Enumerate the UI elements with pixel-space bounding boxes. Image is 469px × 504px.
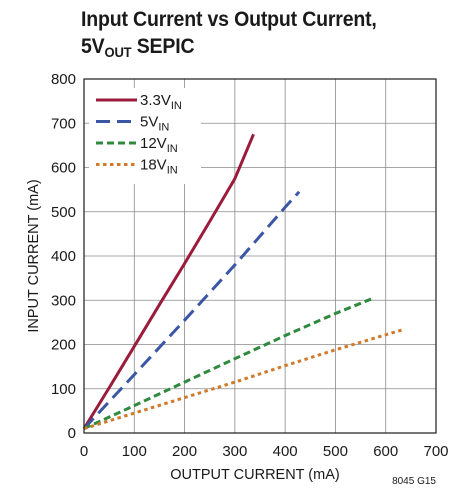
x-tick-label: 100 (122, 443, 147, 460)
title-5v: 5V (81, 35, 105, 58)
series-lines (82, 133, 403, 431)
legend-label: 3.3VIN (140, 92, 182, 112)
y-tick-label: 400 (51, 248, 76, 265)
series-line (83, 296, 376, 430)
x-tick-label: 200 (172, 443, 197, 460)
plot-frame (83, 78, 437, 434)
y-tick-label: 200 (51, 337, 76, 354)
y-tick-label: 700 (51, 115, 76, 132)
title-out-subscript: OUT (104, 44, 132, 60)
figure-code: 8045 G15 (392, 476, 436, 487)
x-tick-labels: 0 100 200 300 400 500 600 700 (80, 443, 449, 460)
x-axis-label: OUTPUT CURRENT (mA) (170, 467, 339, 483)
legend-label: 18VIN (140, 157, 178, 177)
y-tick-label: 300 (51, 292, 76, 309)
y-tick-label: 500 (51, 204, 76, 221)
y-axis-label: INPUT CURRENT (mA) (26, 179, 42, 332)
x-tick-label: 500 (323, 443, 348, 460)
y-tick-label: 800 (51, 71, 76, 88)
y-tick-labels: 0 100 200 300 400 500 600 700 800 (51, 71, 76, 442)
legend-label: 5VIN (140, 114, 169, 134)
title-sepic: SEPIC (131, 35, 195, 58)
y-tick-label: 100 (51, 381, 76, 398)
y-tick-label: 0 (68, 425, 76, 442)
series-line (82, 133, 255, 430)
chart-title: Input Current vs Output Current, 5VOUT S… (81, 6, 377, 60)
x-tick-label: 400 (273, 443, 298, 460)
x-tick-label: 300 (222, 443, 247, 460)
chart-title-line1: Input Current vs Output Current, (81, 8, 377, 31)
series-line (82, 190, 301, 430)
chart-title-line2: 5VOUT SEPIC (81, 33, 377, 60)
x-tick-label: 600 (373, 443, 398, 460)
x-tick-label: 0 (80, 443, 88, 460)
x-tick-label: 700 (423, 443, 448, 460)
y-tick-label: 600 (51, 160, 76, 177)
legend-label: 12VIN (140, 135, 178, 155)
legend-background (89, 88, 201, 184)
